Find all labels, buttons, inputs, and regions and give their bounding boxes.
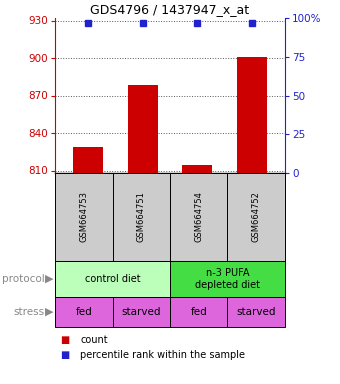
Text: GSM664754: GSM664754: [194, 192, 203, 242]
Text: fed: fed: [75, 307, 92, 317]
Text: ▶: ▶: [45, 274, 53, 284]
Text: ▶: ▶: [45, 307, 53, 317]
Text: ■: ■: [60, 350, 69, 360]
Text: GDS4796 / 1437947_x_at: GDS4796 / 1437947_x_at: [90, 3, 250, 17]
Bar: [73, 147, 103, 173]
Text: GSM664751: GSM664751: [137, 192, 146, 242]
Text: stress: stress: [14, 307, 45, 317]
Text: protocol: protocol: [2, 274, 45, 284]
Text: n-3 PUFA
depleted diet: n-3 PUFA depleted diet: [195, 268, 260, 290]
Bar: [128, 86, 158, 173]
Text: GSM664753: GSM664753: [79, 192, 88, 243]
Text: fed: fed: [190, 307, 207, 317]
Text: percentile rank within the sample: percentile rank within the sample: [80, 350, 245, 360]
Bar: [237, 57, 267, 173]
Text: ■: ■: [60, 335, 69, 345]
Text: starved: starved: [121, 307, 161, 317]
Text: count: count: [80, 335, 108, 345]
Bar: [182, 166, 212, 173]
Text: GSM664752: GSM664752: [252, 192, 261, 242]
Text: control diet: control diet: [85, 274, 140, 284]
Text: starved: starved: [237, 307, 276, 317]
